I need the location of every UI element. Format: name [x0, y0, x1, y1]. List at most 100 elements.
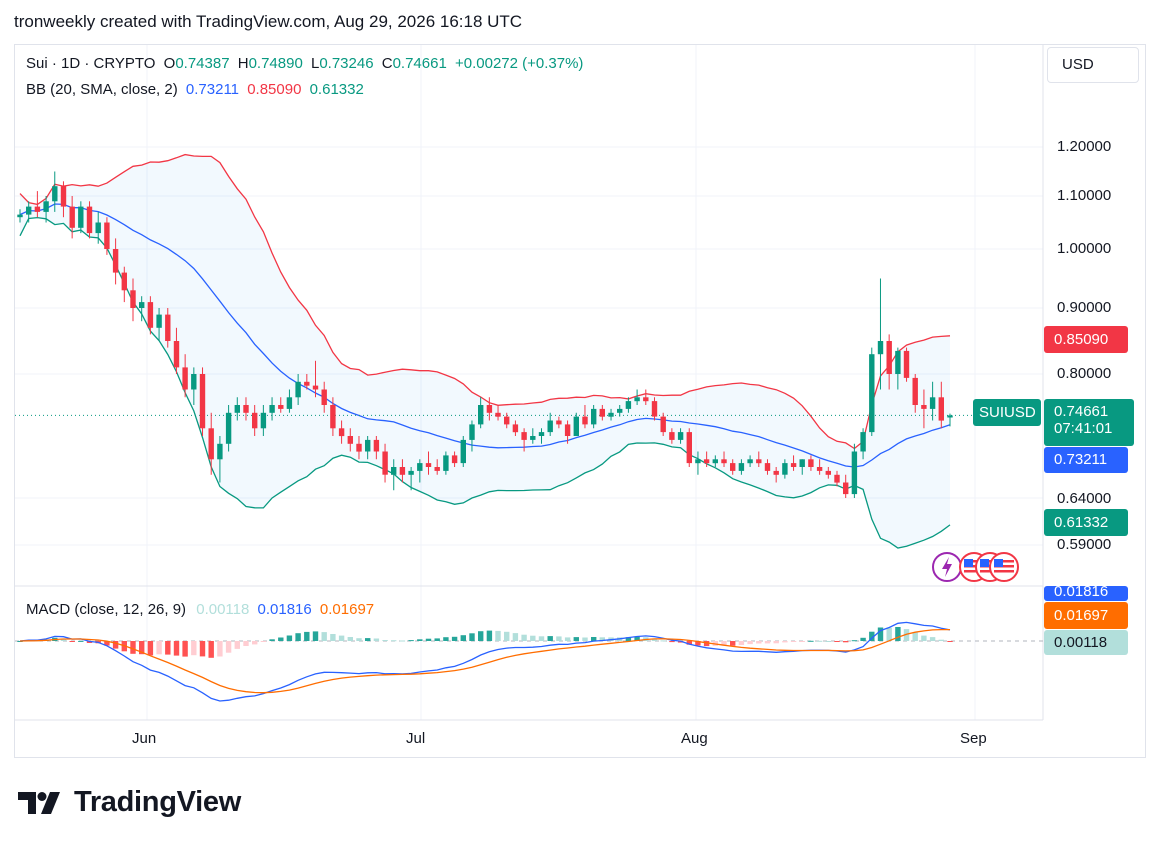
candle-body — [486, 405, 493, 413]
candle-body — [634, 397, 640, 402]
currency-button[interactable]: USD — [1047, 47, 1139, 83]
macd-histogram-bar — [843, 641, 849, 643]
candle-body — [721, 459, 727, 464]
macd-histogram-bar — [547, 636, 553, 641]
bb-basis-value: 0.73211 — [185, 81, 240, 98]
candle — [634, 389, 640, 405]
macd-histogram-bar — [538, 636, 545, 641]
candle-body — [347, 436, 353, 444]
macd-histogram-bar — [564, 637, 571, 641]
macd-histogram-bar — [530, 635, 536, 641]
price-chart[interactable] — [0, 0, 1160, 760]
macd-histogram-bar — [921, 635, 927, 641]
macd-histogram-bar — [173, 641, 180, 656]
candle — [417, 459, 423, 483]
macd-histogram-bar — [660, 640, 666, 642]
candle-body — [773, 470, 779, 475]
macd-histogram-bar — [312, 631, 319, 641]
candle-body — [843, 482, 849, 495]
candle — [182, 354, 188, 398]
tradingview-logo[interactable]: TradingView — [18, 786, 241, 819]
candle-body — [929, 397, 936, 409]
candle-body — [173, 341, 180, 368]
us-flag-icon[interactable] — [989, 552, 1019, 582]
macd-histogram-bar — [434, 638, 440, 641]
candle — [321, 381, 327, 413]
macd-histogram-bar — [295, 633, 301, 641]
macd-histogram-bar — [869, 631, 875, 641]
candle-body — [199, 374, 206, 429]
candle — [521, 428, 527, 452]
candle-body — [808, 459, 814, 467]
candle-body — [651, 401, 658, 417]
candle — [790, 455, 797, 471]
macd-hist-value: 0.00118 — [196, 601, 250, 618]
candle — [938, 381, 944, 429]
candle — [730, 459, 736, 475]
low-label: L — [310, 55, 320, 72]
candle — [443, 451, 449, 475]
candle-body — [260, 412, 267, 429]
candle — [599, 405, 605, 421]
candle — [895, 347, 901, 390]
candle — [669, 428, 675, 444]
candle-body — [443, 455, 449, 471]
tradingview-logo-icon — [18, 791, 60, 814]
macd-histogram-bar — [799, 641, 805, 642]
macd-histogram-bar — [338, 635, 345, 641]
bar-countdown: 07:41:01 — [1054, 420, 1113, 437]
candle — [425, 451, 432, 475]
candle — [460, 436, 466, 467]
event-markers[interactable] — [932, 551, 1022, 583]
macd-histogram-bar — [69, 641, 75, 642]
candle — [78, 201, 84, 234]
macd-histogram-bar — [721, 641, 727, 646]
macd-histogram-bar — [365, 638, 371, 641]
last-price-value: 0.74661 — [1054, 403, 1109, 420]
candle-body — [608, 412, 614, 417]
candle-body — [947, 415, 953, 418]
candle — [312, 360, 319, 398]
candle-body — [730, 463, 736, 471]
candle — [469, 420, 475, 452]
candle-body — [165, 314, 171, 341]
candle — [651, 397, 658, 421]
candle — [86, 201, 93, 239]
macd-histogram-bar — [851, 640, 858, 642]
candle — [869, 347, 875, 436]
candle — [295, 374, 301, 405]
candle-body — [295, 381, 301, 398]
candle-body — [43, 201, 49, 212]
macd-histogram-bar — [191, 641, 197, 656]
candle-body — [677, 432, 684, 440]
macd-histogram-bar — [208, 641, 214, 658]
candle — [338, 420, 345, 444]
macd-histogram-bar — [521, 634, 527, 641]
candle-body — [599, 408, 605, 417]
bb-indicator-label[interactable]: BB (20, SMA, close, 2) — [26, 81, 178, 98]
candle-body — [877, 341, 884, 355]
candle — [825, 467, 831, 479]
candle-body — [703, 459, 710, 464]
macd-histogram-bar — [730, 641, 736, 646]
candle-body — [243, 405, 249, 413]
candle — [721, 451, 727, 467]
candle-body — [69, 206, 75, 228]
macd-histogram-bar — [408, 640, 414, 642]
price-tick: 0.59000 — [1057, 536, 1112, 553]
candle — [130, 278, 136, 322]
macd-line — [19, 621, 951, 702]
candle-body — [95, 222, 101, 234]
macd-histogram-bar — [686, 641, 692, 645]
macd-histogram-bar — [634, 637, 640, 641]
macd-histogram-bar — [677, 641, 684, 643]
macd-indicator-label[interactable]: MACD (close, 12, 26, 9) — [26, 601, 187, 618]
symbol-label[interactable]: Sui · 1D · CRYPTO — [26, 55, 156, 72]
candle-body — [391, 467, 397, 475]
candle — [217, 436, 223, 483]
candle-body — [373, 439, 380, 452]
candle — [391, 459, 397, 491]
lightning-bolt-icon — [942, 557, 952, 577]
close-value: 0.74661 — [392, 55, 447, 72]
candle-body — [338, 428, 345, 437]
